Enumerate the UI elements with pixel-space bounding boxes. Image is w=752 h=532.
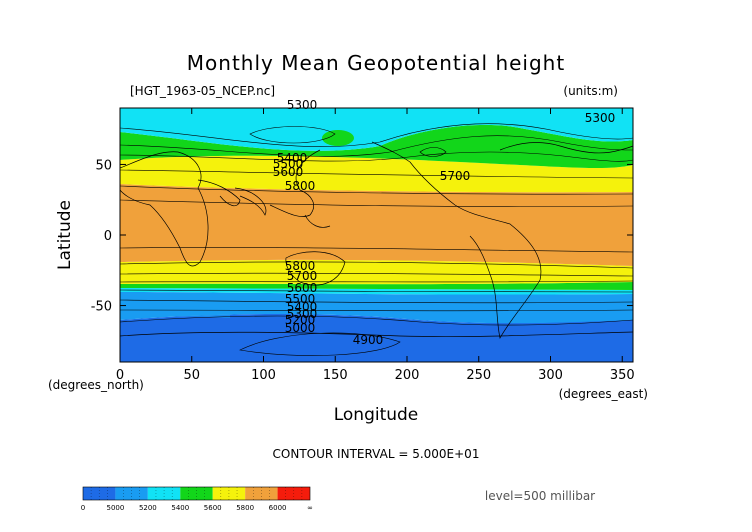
y-tick-label: -50 xyxy=(91,300,112,315)
contour-interval-text: CONTOUR INTERVAL = 5.000E+01 xyxy=(273,447,480,461)
contour-line-5 xyxy=(119,199,634,207)
units-label: (units:m) xyxy=(563,84,618,98)
band-patch-green-pacific xyxy=(322,130,354,146)
colorbar-tick-label: 5200 xyxy=(139,504,157,512)
contour-line-8 xyxy=(119,272,634,277)
coastline-0 xyxy=(119,151,209,267)
band-5800-6000 xyxy=(120,184,633,266)
contour-label: 5000 xyxy=(285,321,316,335)
coastline-1 xyxy=(197,179,241,207)
contour-line-13 xyxy=(119,315,634,326)
x-axis-label: Longitude xyxy=(334,405,419,425)
contour-label: 5500 xyxy=(273,157,304,171)
contour-label: 5700 xyxy=(287,269,318,283)
x-tick-label: 250 xyxy=(466,368,491,383)
y-axis-ticks: 50 0 -50 xyxy=(91,158,633,315)
contour-line-1 xyxy=(119,135,634,157)
contour-label: 5800 xyxy=(285,179,316,193)
contour-label: 5500 xyxy=(285,292,316,306)
contour-line-16 xyxy=(419,147,447,157)
band-5000-5200 xyxy=(120,292,633,324)
colorbar-tick-label: 6000 xyxy=(269,504,287,512)
contour-line-12 xyxy=(119,309,634,312)
contour-line-15 xyxy=(249,126,336,144)
chart-title: Monthly Mean Geopotential height xyxy=(187,51,565,75)
x-tick-label: 100 xyxy=(251,368,276,383)
colorbar: 0 5000 5200 5400 5600 5800 6000 ∞ xyxy=(81,486,313,512)
contour-label: 5800 xyxy=(285,259,316,273)
colorbar-tick-label: ∞ xyxy=(307,504,313,512)
contour-line-2 xyxy=(119,151,634,162)
colorbar-tick-label: 5600 xyxy=(204,504,222,512)
colorbar-tick-label: 5800 xyxy=(236,504,254,512)
contour-line-10 xyxy=(119,289,634,293)
file-label: [HGT_1963-05_NCEP.nc] xyxy=(130,84,275,98)
contour-label: 5300 xyxy=(585,111,616,125)
contour-label: 5300 xyxy=(287,307,318,321)
coastline-8 xyxy=(119,331,634,337)
coastline-6 xyxy=(371,141,542,339)
contour-label: 4900 xyxy=(353,333,384,347)
contour-label: 5600 xyxy=(273,165,304,179)
band-5600-5800-south xyxy=(120,259,633,285)
x-tick-label: 50 xyxy=(183,368,200,383)
level-text: level=500 millibar xyxy=(485,489,595,503)
coastline-7 xyxy=(499,142,634,154)
y-axis-label: Latitude xyxy=(55,200,75,270)
band-patch-blue-south xyxy=(120,306,230,318)
x-tick-label: 350 xyxy=(610,368,635,383)
band-5600-5800-north xyxy=(120,155,633,193)
colorbar-tick-label: 0 xyxy=(81,504,85,512)
colorbar-tick-label: 5400 xyxy=(171,504,189,512)
contour-label: 5200 xyxy=(285,313,316,327)
coastline-5 xyxy=(285,251,346,286)
contour-line-6 xyxy=(119,247,634,253)
coastline-2 xyxy=(234,187,267,216)
band-5200-5400-north xyxy=(120,108,633,151)
coastlines xyxy=(119,141,634,339)
x-axis-ticks: 0 50 100 150 200 250 300 350 xyxy=(116,108,635,383)
geopotential-fill-bands xyxy=(120,108,633,362)
contour-line-0 xyxy=(119,123,634,148)
contour-label: 5400 xyxy=(277,151,308,165)
band-5400-5600-south xyxy=(120,282,633,290)
y-tick-label: 0 xyxy=(104,229,112,244)
y-unit-label: (degrees_north) xyxy=(48,378,144,392)
contour-line-11 xyxy=(119,299,634,304)
contour-label: 5400 xyxy=(287,300,318,314)
colorbar-tick-label: 5000 xyxy=(107,504,125,512)
contour-line-4 xyxy=(119,185,634,195)
contour-label: 5300 xyxy=(287,98,318,112)
coastline-4 xyxy=(304,214,331,228)
contour-line-9 xyxy=(119,280,634,283)
x-unit-label: (degrees_east) xyxy=(559,387,648,401)
contour-lines xyxy=(119,123,634,356)
contour-label: 5600 xyxy=(287,281,318,295)
x-tick-label: 200 xyxy=(395,368,420,383)
y-tick-label: 50 xyxy=(95,158,112,173)
contour-label: 5700 xyxy=(440,169,471,183)
x-tick-label: 0 xyxy=(116,368,124,383)
x-tick-label: 150 xyxy=(323,368,348,383)
colorbar-frame xyxy=(82,486,311,501)
contour-line-7 xyxy=(119,261,634,269)
contour-line-3 xyxy=(119,169,634,179)
coastline-3 xyxy=(269,149,321,217)
band-below-5000 xyxy=(120,314,633,362)
x-tick-label: 300 xyxy=(538,368,563,383)
contour-line-14 xyxy=(239,332,401,356)
